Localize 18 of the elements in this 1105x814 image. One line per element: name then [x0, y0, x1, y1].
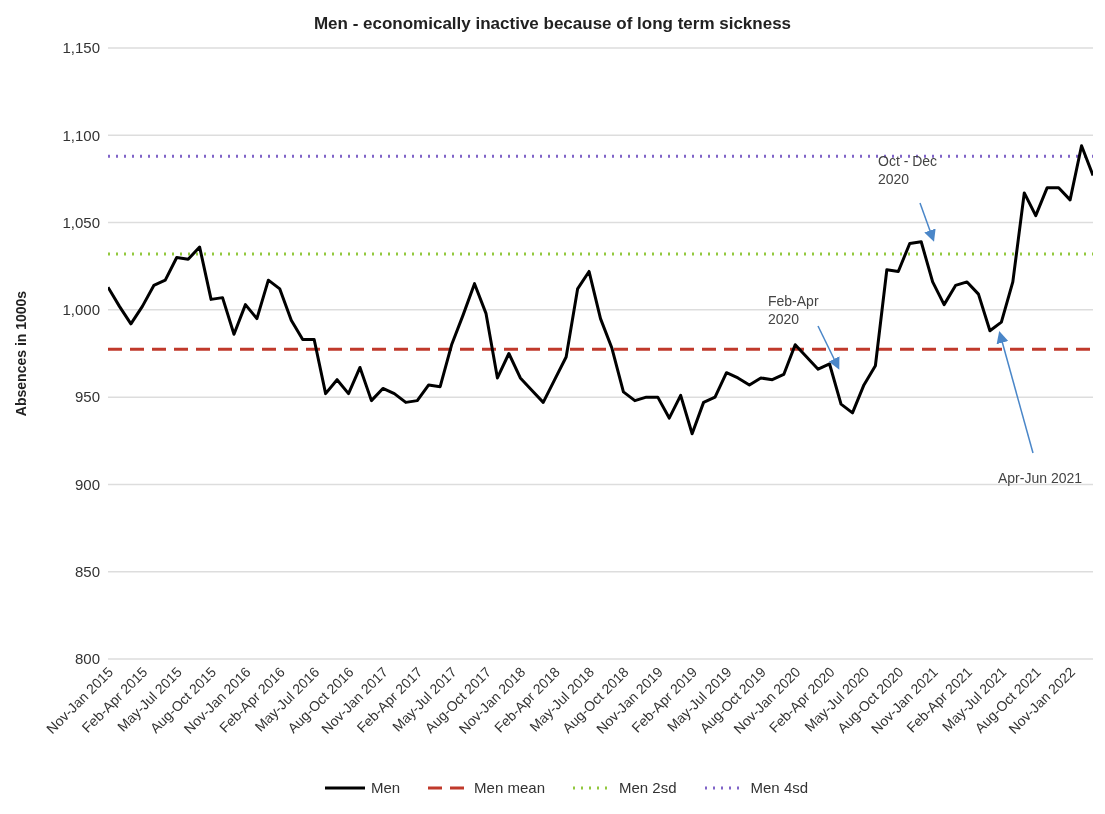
y-tick-label: 950 — [74, 388, 100, 406]
chart-title: Men - economically inactive because of long term sickness — [312, 14, 793, 34]
line-series — [108, 144, 1093, 436]
y-tick-label: 1,150 — [62, 39, 100, 57]
legend-label: Men — [369, 779, 401, 796]
y-tick-label: 1,100 — [62, 126, 100, 144]
legend-label: Men 4sd — [749, 779, 809, 796]
y-tick-label: 1,000 — [62, 301, 100, 319]
y-axis-title: Absences in 1000s — [12, 290, 29, 417]
legend-label: Men mean — [473, 779, 545, 796]
annotation: Feb-Apr 2020 — [768, 293, 819, 327]
annotation: Oct - Dec 2020 — [878, 153, 938, 187]
y-tick-label: 800 — [74, 650, 100, 668]
y-tick-label: 900 — [74, 475, 100, 493]
y-tick-label: 1,050 — [62, 213, 100, 231]
legend-label: Men 2sd — [618, 779, 677, 796]
y-tick-label: 850 — [74, 563, 100, 581]
annotation: Apr-Jun 2021 — [998, 470, 1083, 486]
